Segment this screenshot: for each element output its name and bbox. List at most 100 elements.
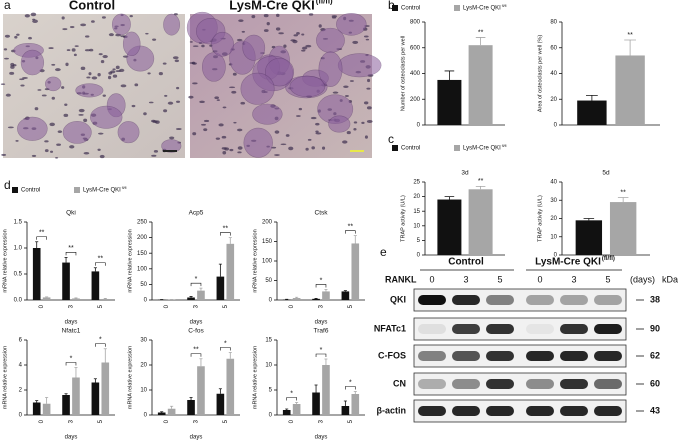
significance: * [320,277,323,284]
osteoclast [21,50,44,75]
blot-band [452,351,480,361]
bar [217,277,225,300]
blot-band [594,351,622,361]
x-tick-label: 3 [319,419,325,423]
bar [312,299,320,300]
cell-nucleus [55,157,58,159]
cell-nucleus [176,128,182,130]
osteoclast [202,53,225,82]
osteoclast [123,32,140,56]
cell-nucleus [108,76,111,80]
x-tick-label: 0 [289,304,295,308]
cell-nucleus [366,39,369,41]
significance: * [70,355,73,362]
y-axis-label: Number of osteoclasts per well [400,36,406,111]
y-tick-label: 150 [137,251,148,257]
cell-nucleus [238,146,243,150]
cell-nucleus [238,19,243,22]
cell-nucleus [333,92,339,94]
legend-swatch [454,5,460,11]
y-tick-label: 5 [269,388,273,394]
cell-nucleus [223,107,227,109]
cell-nucleus [353,128,356,131]
cell-nucleus [292,40,297,43]
cell-nucleus [176,87,179,89]
blot-band [526,379,554,389]
cell-nucleus [62,16,65,19]
significance: * [195,276,198,283]
cell-nucleus [193,45,199,47]
protein-label: NFATc1 [374,323,406,333]
panel-letter: c [388,132,394,146]
significance: * [349,379,352,386]
cell-nucleus [19,78,24,80]
cell-nucleus [31,13,37,17]
cell-nucleus [14,36,17,39]
cell-nucleus [203,128,207,131]
y-tick-label: 10 [265,363,272,369]
cell-nucleus [32,19,35,21]
error-bar [344,291,347,292]
cell-nucleus [20,84,24,86]
bar [62,395,70,415]
blot-band [486,351,514,361]
bar [577,101,606,125]
error-bar [295,403,298,405]
x-tick-label: 3 [194,304,200,308]
y-tick-label: 4 [19,363,23,369]
cell-nucleus [347,131,351,134]
legend-label-sup: fl/fl [122,186,127,190]
bar [283,410,291,415]
cell-nucleus [343,86,348,88]
bar [72,378,80,416]
y-tick-label: 20 [550,97,557,103]
x-tick-label: 5 [348,419,354,423]
error-bar [584,219,595,221]
bar [312,393,320,416]
blot-band [594,324,622,334]
x-axis-label: days [65,435,78,441]
cell-nucleus [169,136,174,139]
bar [33,248,41,300]
cell-nucleus [192,82,197,84]
blot-group: Control [448,257,484,268]
cell-nucleus [192,132,196,135]
cell-nucleus [151,155,156,157]
significance: ** [223,225,229,232]
cell-nucleus [322,147,325,150]
error-bar [160,412,163,413]
chart-title: Nfatc1 [62,328,81,335]
osteoclast [290,76,325,97]
cell-nucleus [286,134,290,137]
cell-nucleus [173,56,179,59]
cell-nucleus [222,136,227,139]
y-axis-label: mRNA relative expression [127,229,133,292]
y-axis-label: TRAP activity (U/L) [400,195,406,242]
cell-nucleus [98,133,104,135]
chart-title: Ctsk [315,210,329,217]
cell-nucleus [64,114,69,117]
error-bar [65,257,68,262]
y-tick-label: 20 [413,194,420,200]
cell-nucleus [37,89,41,91]
scale-bar [163,150,177,152]
cell-nucleus [352,41,358,44]
cell-nucleus [274,154,280,156]
cell-nucleus [99,53,103,55]
bar [342,406,350,415]
cell-nucleus [233,73,237,76]
mw-label: 60 [650,378,660,388]
cell-nucleus [278,32,284,34]
significance: ** [478,29,484,36]
x-tick-label: 5 [223,419,229,423]
error-bar [229,353,232,359]
bar [469,189,493,255]
sig-bracket [345,231,355,234]
y-tick-label: 2 [19,388,23,394]
y-axis-label: mRNA relative expression [2,346,8,409]
blot-band [452,379,480,389]
cell-nucleus [364,101,368,104]
cell-nucleus [332,15,337,17]
cell-nucleus [62,28,67,30]
cell-nucleus [305,148,308,151]
